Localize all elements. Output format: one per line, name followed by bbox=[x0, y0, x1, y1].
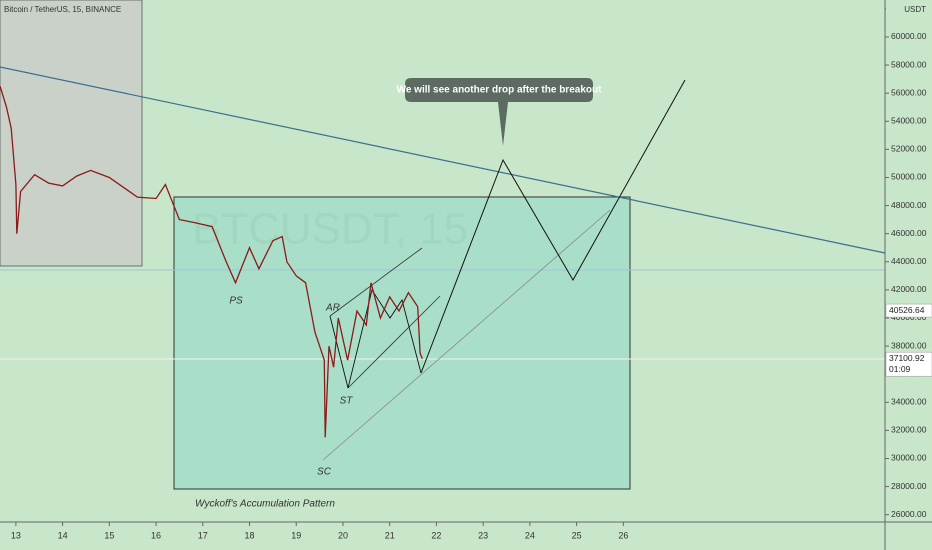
label-sc: SC bbox=[317, 467, 332, 478]
label-ar: AR bbox=[325, 303, 340, 314]
callout-text: We will see another drop after the break… bbox=[397, 85, 603, 96]
x-tick-label: 23 bbox=[478, 530, 488, 540]
y-tick-label: 34000.00 bbox=[891, 397, 927, 407]
price-tag-label: 40526.64 bbox=[889, 305, 925, 315]
wedge-path bbox=[329, 288, 422, 389]
countdown: 01:09 bbox=[889, 364, 911, 374]
price-tag-label: 37100.92 bbox=[889, 353, 925, 363]
x-tick-label: 16 bbox=[151, 530, 161, 540]
y-tick-label: 46000.00 bbox=[891, 228, 927, 238]
x-tick-label: 17 bbox=[198, 530, 208, 540]
support-line bbox=[322, 209, 611, 461]
x-tick-label: 21 bbox=[385, 530, 395, 540]
accumulation-box bbox=[173, 196, 631, 490]
y-tick-label: 44000.00 bbox=[891, 256, 927, 266]
y-tick-label: 26000.00 bbox=[891, 509, 927, 519]
price-tag bbox=[885, 351, 932, 377]
price-line bbox=[0, 85, 424, 438]
y-tick-label: 48000.00 bbox=[891, 200, 927, 210]
y-tick-label: 60000.00 bbox=[891, 31, 927, 41]
trendline bbox=[0, 66, 886, 254]
x-tick-label: 25 bbox=[572, 530, 582, 540]
callout-box bbox=[405, 78, 593, 146]
x-tick-label: 24 bbox=[525, 530, 535, 540]
unit-bg bbox=[886, 0, 932, 16]
x-tick-label: 13 bbox=[11, 530, 21, 540]
x-tick-label: 26 bbox=[618, 530, 628, 540]
price-tag bbox=[885, 303, 932, 318]
y-tick-label: 50000.00 bbox=[891, 172, 927, 182]
y-tick-label: 52000.00 bbox=[891, 144, 927, 154]
gray-zone bbox=[0, 0, 143, 267]
label-ps: PS bbox=[229, 296, 243, 307]
x-tick-label: 19 bbox=[291, 530, 301, 540]
y-tick-label: 30000.00 bbox=[891, 453, 927, 463]
wedge-top bbox=[329, 247, 423, 317]
projection-path bbox=[420, 79, 686, 374]
label-st: ST bbox=[340, 396, 354, 407]
x-tick-label: 22 bbox=[431, 530, 441, 540]
x-tick-label: 14 bbox=[58, 530, 68, 540]
y-tick-label: 28000.00 bbox=[891, 481, 927, 491]
y-tick-label: 56000.00 bbox=[891, 87, 927, 97]
x-tick-label: 18 bbox=[245, 530, 255, 540]
wedge-bottom bbox=[347, 295, 441, 389]
y-tick-label: 32000.00 bbox=[891, 425, 927, 435]
y-unit: USDT bbox=[904, 5, 926, 14]
y-tick-label: 42000.00 bbox=[891, 284, 927, 294]
x-tick-label: 15 bbox=[104, 530, 114, 540]
x-tick-label: 20 bbox=[338, 530, 348, 540]
watermark: BTCUSDT, 15 bbox=[192, 205, 468, 254]
pattern-label: Wyckoff's Accumulation Pattern bbox=[195, 499, 335, 510]
y-tick-label: 38000.00 bbox=[891, 340, 927, 350]
y-tick-label: 58000.00 bbox=[891, 59, 927, 69]
chart-title: Bitcoin / TetherUS, 15, BINANCE bbox=[4, 5, 121, 14]
y-tick-label: 54000.00 bbox=[891, 116, 927, 126]
